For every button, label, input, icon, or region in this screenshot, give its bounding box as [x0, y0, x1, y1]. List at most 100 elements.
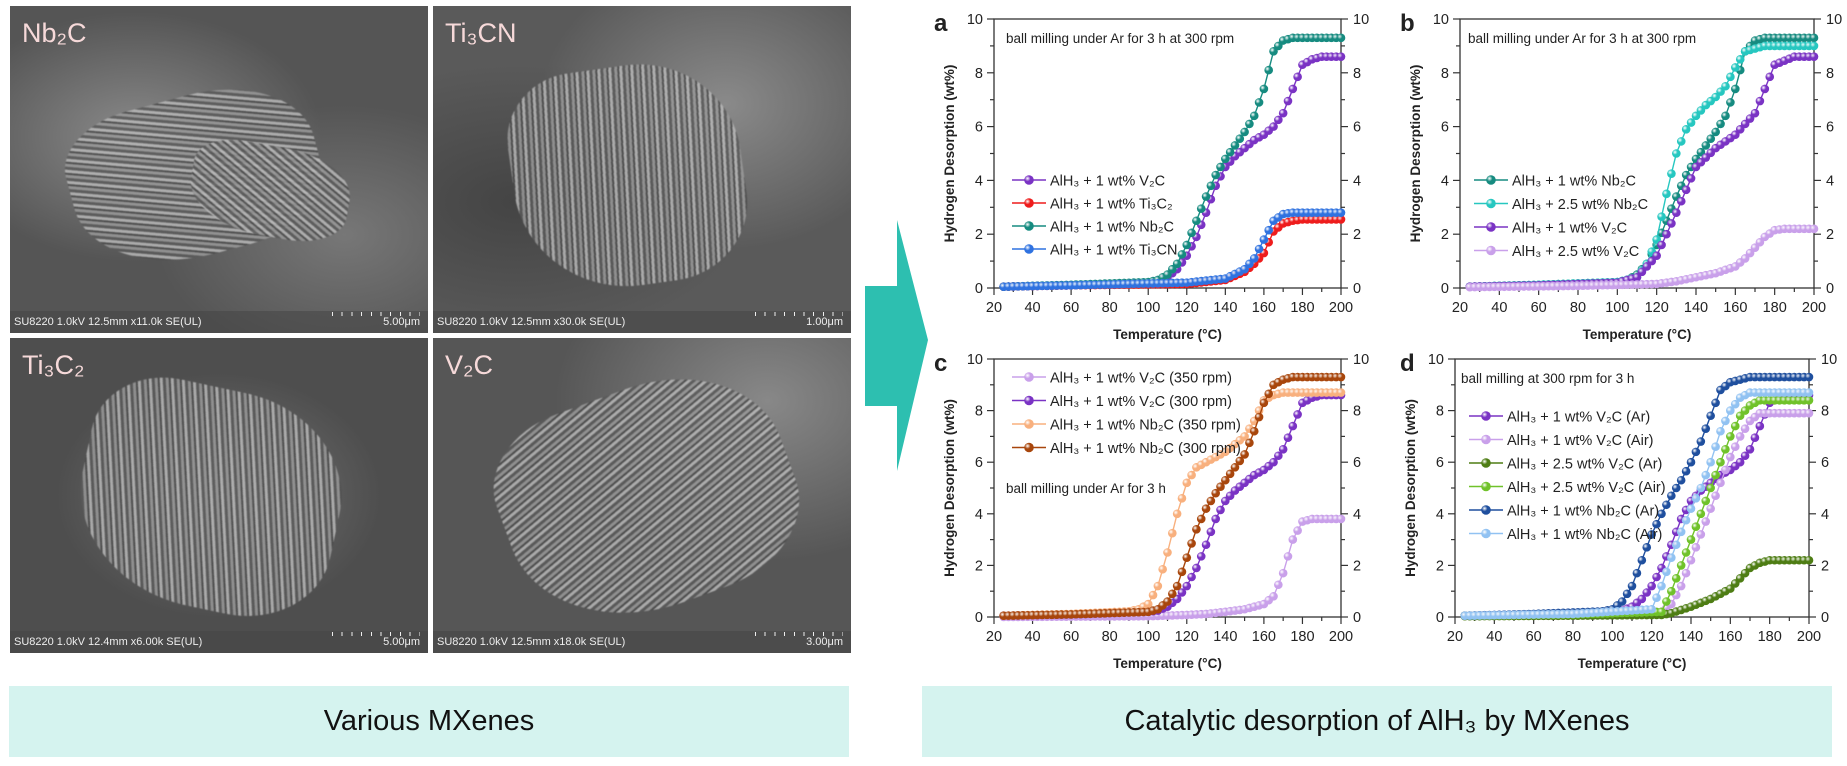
data-point	[1163, 597, 1172, 606]
data-point	[1706, 411, 1715, 421]
data-point	[1686, 535, 1696, 544]
data-point	[1336, 33, 1346, 43]
data-point	[1681, 548, 1691, 557]
legend-label: AlH₃ + 1 wt% V₂C	[1050, 174, 1165, 190]
data-point	[1676, 561, 1686, 570]
data-point	[1671, 574, 1681, 583]
x-tick-label: 100	[1136, 629, 1160, 645]
legend-marker	[1024, 442, 1034, 453]
data-point	[1177, 494, 1187, 503]
data-point	[1642, 543, 1652, 552]
y-tick-label: 10	[1433, 12, 1449, 28]
y-tick-label: 0	[975, 281, 983, 297]
data-point	[1249, 426, 1259, 436]
legend-label: AlH₃ + 2.5 wt% Nb₂C	[1512, 197, 1648, 213]
sem-info-bar: SU8220 1.0kV 12.4mm x6.00k SE(UL) 5.00μm	[10, 631, 428, 653]
legend-label: AlH₃ + 1 wt% V₂C (300 rpm)	[1050, 394, 1232, 410]
y-tick-label-right: 2	[1826, 227, 1834, 243]
data-point	[1711, 442, 1720, 452]
x-tick-label: 180	[1290, 629, 1314, 645]
data-point	[1221, 154, 1230, 164]
y-tick-label: 8	[1436, 404, 1444, 420]
legend-label: AlH₃ + 1 wt% V₂C (350 rpm)	[1050, 371, 1232, 387]
data-point	[1686, 174, 1696, 183]
x-tick-label: 20	[1452, 300, 1468, 316]
y-tick-label: 6	[1436, 455, 1444, 471]
x-tick-label: 200	[1329, 300, 1353, 316]
sem-scale: 3.00μm	[806, 636, 843, 648]
legend-marker	[1024, 395, 1034, 406]
data-point	[1647, 530, 1656, 539]
data-point	[1278, 108, 1288, 118]
data-point	[1681, 515, 1691, 525]
data-point	[1809, 52, 1819, 61]
x-tick-label: 60	[1531, 300, 1547, 316]
data-point	[1336, 52, 1346, 61]
legend-label: AlH₃ + 1 wt% Ti₃C₂	[1050, 197, 1173, 213]
data-point	[1726, 406, 1735, 415]
x-tick-label: 60	[1063, 629, 1079, 645]
data-point	[1269, 122, 1278, 131]
x-tick-label: 100	[1605, 300, 1629, 316]
x-tick-label: 80	[1570, 300, 1586, 316]
data-point	[1701, 424, 1711, 433]
legend-marker	[1024, 244, 1034, 254]
legend-label: AlH₃ + 1 wt% V₂C (Air)	[1507, 433, 1654, 449]
data-point	[1647, 581, 1656, 591]
y-tick-label: 4	[1441, 173, 1449, 189]
x-tick-label: 140	[1679, 629, 1703, 645]
data-point	[1730, 399, 1740, 409]
data-point	[1177, 250, 1187, 259]
data-point	[1187, 572, 1196, 582]
data-point	[1711, 398, 1720, 408]
data-point	[1686, 504, 1696, 513]
y-tick-label: 2	[975, 558, 983, 574]
data-point	[1750, 108, 1760, 118]
data-point	[1726, 98, 1735, 107]
x-axis-label: Temperature (°C)	[1583, 327, 1692, 342]
data-point	[1706, 504, 1715, 513]
y-tick-label: 8	[975, 404, 983, 420]
x-tick-label: 20	[1447, 629, 1463, 645]
x-tick-label: 20	[986, 300, 1002, 316]
data-point	[1254, 244, 1264, 254]
data-point	[1809, 224, 1819, 234]
y-tick-label: 8	[975, 66, 983, 82]
legend-marker	[1481, 458, 1491, 468]
data-point	[1662, 567, 1671, 577]
data-point	[1283, 552, 1293, 561]
x-tick-label: 40	[1491, 300, 1507, 316]
legend-marker	[1481, 411, 1491, 421]
x-tick-label: 100	[1600, 629, 1624, 645]
y-tick-label-right: 8	[1353, 404, 1361, 420]
data-point	[1691, 522, 1701, 531]
data-point	[1196, 552, 1206, 561]
data-point	[1206, 496, 1216, 506]
data-point	[1230, 141, 1240, 150]
data-point	[1172, 581, 1182, 591]
sem-label: Nb₂C	[22, 18, 87, 48]
sem-info-bar: SU8220 1.0kV 12.5mm x11.0k SE(UL) 5.00μm	[10, 311, 428, 333]
data-point	[1652, 251, 1661, 261]
data-point	[1735, 432, 1745, 441]
legend-label: AlH₃ + 1 wt% Nb₂C (Air)	[1507, 527, 1662, 543]
legend-label: AlH₃ + 1 wt% V₂C	[1512, 221, 1627, 237]
sem-scale: 5.00μm	[383, 316, 420, 328]
data-point	[1254, 412, 1264, 422]
scale-ruler	[755, 632, 843, 636]
data-point	[1691, 447, 1701, 457]
data-point	[1264, 65, 1274, 75]
x-tick-label: 180	[1758, 629, 1782, 645]
data-point	[1667, 491, 1676, 501]
sem-info: SU8220 1.0kV 12.5mm x30.0k SE(UL)	[437, 316, 626, 328]
data-point	[1662, 597, 1671, 606]
y-tick-label-right: 2	[1821, 558, 1829, 574]
y-tick-label-right: 6	[1353, 455, 1361, 471]
data-point	[1686, 118, 1696, 127]
sem-scale: 1.00μm	[806, 316, 843, 328]
data-point	[1206, 527, 1216, 537]
data-point	[1274, 451, 1283, 461]
legend-label: AlH₃ + 1 wt% Nb₂C (350 rpm)	[1050, 418, 1241, 434]
